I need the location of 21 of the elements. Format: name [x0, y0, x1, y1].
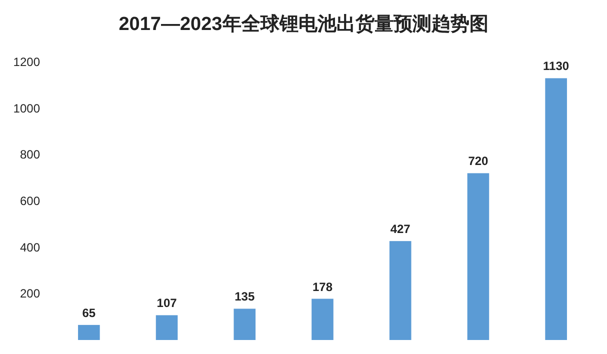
data-label: 135: [234, 290, 255, 304]
bar: [78, 324, 100, 340]
data-label: 427: [390, 222, 411, 236]
y-tick-label: 1000: [13, 101, 40, 116]
data-label: 178: [312, 280, 333, 294]
data-label: 107: [156, 296, 178, 310]
bar: [545, 78, 567, 340]
data-label: 65: [82, 306, 96, 320]
bar: [312, 298, 334, 340]
bar: [467, 173, 490, 340]
bar: [156, 315, 178, 340]
bar: [389, 241, 412, 340]
chart-title: 2017—2023年全球锂电池出货量预测趋势图: [118, 13, 488, 35]
bar: [234, 308, 256, 340]
y-tick-label: 200: [20, 286, 40, 301]
y-tick-label: 400: [20, 240, 40, 254]
y-tick-label: 800: [20, 148, 40, 162]
y-tick-label: 1200: [13, 55, 40, 69]
y-tick-label: 600: [20, 194, 40, 208]
data-label: 1130: [543, 59, 570, 74]
data-label: 720: [468, 154, 489, 168]
